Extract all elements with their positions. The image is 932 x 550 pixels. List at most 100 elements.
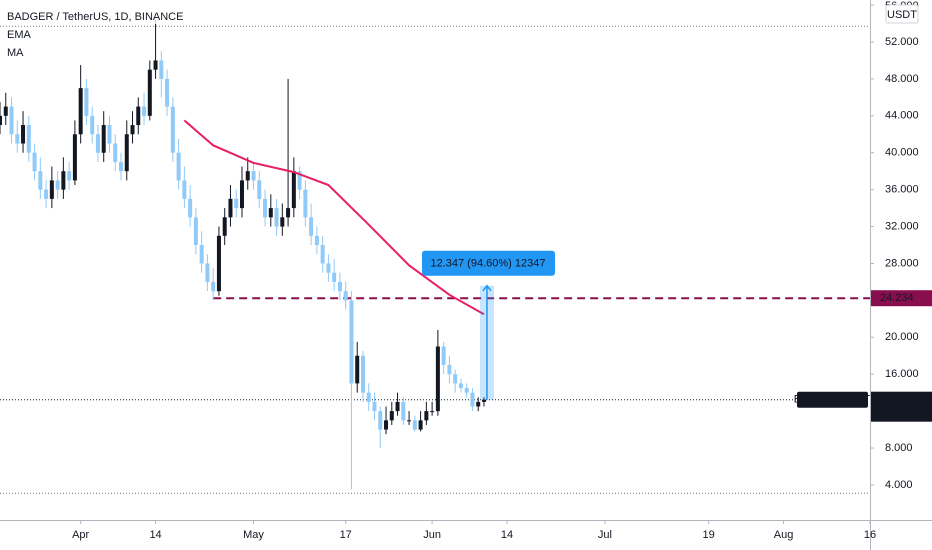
candle-body xyxy=(274,208,279,227)
y-tick-label: 48.000 xyxy=(885,73,919,85)
candle-body xyxy=(95,134,100,153)
candle-body xyxy=(447,364,452,375)
candle-body xyxy=(205,263,210,282)
symbol-label: BADGERUSDT xyxy=(794,394,871,406)
y-tick-label: 4.000 xyxy=(885,479,913,491)
measure-label: 12.347 (94.60%) 12347 xyxy=(430,258,545,270)
y-tick-label: 52.000 xyxy=(885,36,919,48)
candle-body xyxy=(113,143,118,162)
legend-label: EMA xyxy=(7,29,32,41)
candle-body xyxy=(401,401,406,421)
candle-body xyxy=(124,134,129,172)
candle-body xyxy=(337,281,342,292)
candle-body xyxy=(291,171,296,209)
ema-line xyxy=(183,119,485,316)
candle-body xyxy=(314,235,319,246)
candle-body xyxy=(424,411,429,421)
candle-body xyxy=(0,115,2,126)
candle-body xyxy=(118,161,123,172)
candle-body xyxy=(38,171,43,190)
x-tick-label: Aug xyxy=(774,529,794,541)
x-tick-label: May xyxy=(243,529,264,541)
candle-body xyxy=(61,171,66,190)
candle-body xyxy=(101,125,106,153)
candle-body xyxy=(3,106,8,116)
last-price-label: 13.237 xyxy=(880,394,914,406)
candle-body xyxy=(395,401,400,412)
candle-body xyxy=(142,106,147,116)
measure-label-box xyxy=(421,250,555,276)
candle-body xyxy=(464,388,469,393)
countdown-label: 13:05:38 xyxy=(880,407,923,419)
level-label-box xyxy=(871,290,932,307)
candle-body xyxy=(453,374,458,384)
x-tick-label: 16 xyxy=(864,529,876,541)
candle-body xyxy=(21,125,26,144)
symbol-label-box xyxy=(797,391,868,408)
y-tick-label: 44.000 xyxy=(885,110,919,122)
candle-body xyxy=(470,392,475,407)
candle-body xyxy=(407,420,412,422)
x-tick-label: 14 xyxy=(501,529,513,541)
candle-body xyxy=(239,180,244,209)
level-label: 24.234 xyxy=(880,292,914,304)
x-tick-label: Apr xyxy=(72,529,89,541)
candle-body xyxy=(378,411,383,430)
candle-body xyxy=(257,180,262,199)
candle-body xyxy=(170,106,175,153)
candle-body xyxy=(188,198,193,218)
candle-body xyxy=(286,208,291,218)
candle-body xyxy=(182,180,187,199)
candle-body xyxy=(222,217,227,236)
chart-title: BADGER / TetherUS, 1D, BINANCE xyxy=(7,11,183,23)
candle-body xyxy=(418,420,423,430)
candle-body xyxy=(303,189,308,218)
unit-box xyxy=(885,4,919,24)
candle-body xyxy=(320,245,325,264)
last-price-box xyxy=(871,391,932,422)
x-tick-label: 14 xyxy=(149,529,161,541)
y-tick-label: 40.000 xyxy=(885,147,919,159)
candle-body xyxy=(107,125,112,144)
candle-body xyxy=(90,115,95,135)
x-tick-label: Jul xyxy=(598,529,612,541)
y-tick-label: 8.000 xyxy=(885,442,913,454)
axis-unit: USDT xyxy=(887,9,917,21)
candle-body xyxy=(228,198,233,218)
candle-body xyxy=(55,180,60,190)
candle-body xyxy=(84,88,89,116)
candle-body xyxy=(268,208,273,218)
candle-body xyxy=(15,134,20,144)
candle-body xyxy=(263,198,268,218)
candle-body xyxy=(389,411,394,421)
y-tick-label: 32.000 xyxy=(885,220,919,232)
candle-body xyxy=(72,134,77,181)
candle-body xyxy=(176,152,181,181)
candle-body xyxy=(349,300,354,384)
legend-label: MA xyxy=(7,47,24,59)
candle-body xyxy=(366,392,371,402)
title-bg xyxy=(4,8,216,24)
measure-arrowhead xyxy=(482,284,492,292)
candle-body xyxy=(193,217,198,246)
x-tick-label: Jun xyxy=(423,529,441,541)
candle-body xyxy=(32,152,37,172)
y-tick-label: 16.000 xyxy=(885,368,919,380)
x-tick-label: 19 xyxy=(703,529,715,541)
candle-body xyxy=(441,346,446,365)
candle-body xyxy=(458,383,463,389)
candle-body xyxy=(67,171,72,181)
candle-body xyxy=(211,281,216,292)
candle-body xyxy=(280,217,285,227)
candle-body xyxy=(136,106,141,126)
y-tick-label: 36.000 xyxy=(885,184,919,196)
candle-body xyxy=(49,180,54,199)
candle-body xyxy=(26,125,31,153)
candle-body xyxy=(78,88,83,135)
candle-body xyxy=(360,355,365,393)
candle-body xyxy=(297,171,302,190)
candle-body xyxy=(332,272,337,282)
candle-body xyxy=(355,355,360,384)
